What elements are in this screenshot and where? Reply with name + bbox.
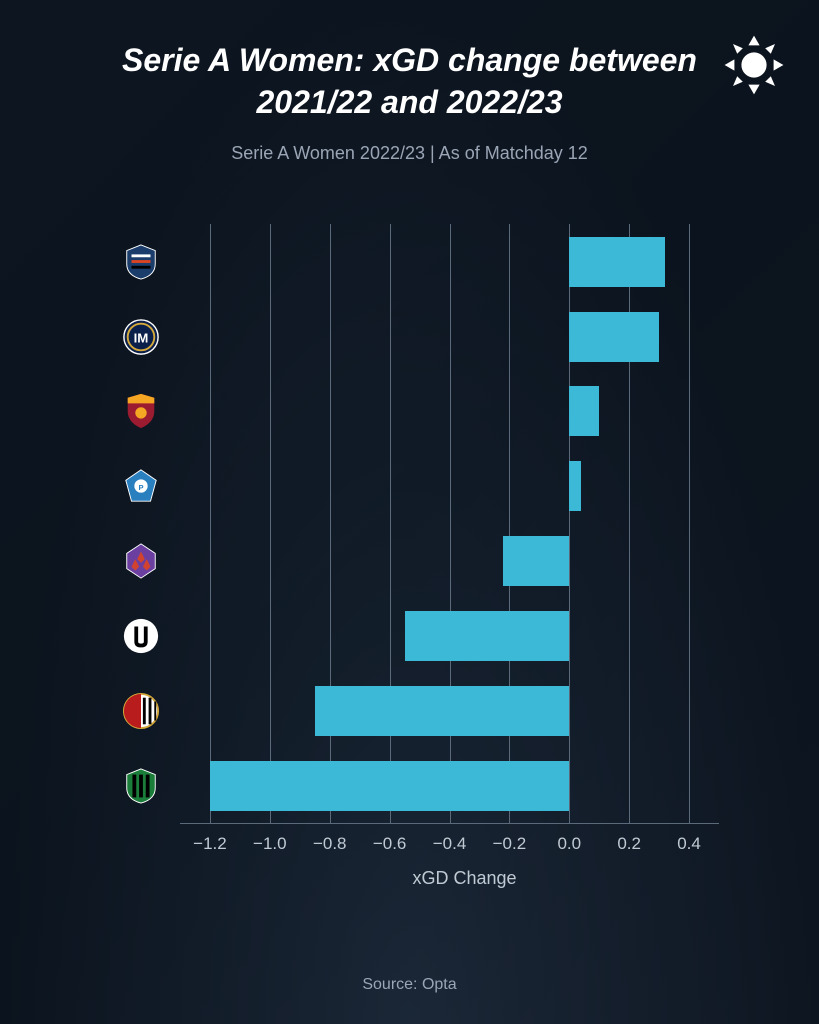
- header: Serie A Women: xGD change between 2021/2…: [30, 40, 789, 164]
- x-tick-label: −0.2: [493, 834, 527, 854]
- team-crest-icon: P: [120, 465, 162, 507]
- x-tick-label: −1.0: [253, 834, 287, 854]
- x-tick-label: −0.4: [433, 834, 467, 854]
- chart-title: Serie A Women: xGD change between 2021/2…: [30, 40, 789, 123]
- brand-logo-icon: [719, 30, 789, 100]
- svg-text:P: P: [138, 483, 143, 492]
- gridline: [210, 224, 211, 823]
- team-crest-icon: [120, 615, 162, 657]
- team-crest-icon: [120, 241, 162, 283]
- bar: [210, 761, 569, 811]
- bar: [569, 461, 581, 511]
- source-text: Source: Opta: [30, 976, 789, 1004]
- chart-container: xGD Change −1.2 −1.0 −0.8 −0.6 −0.4 −0.2 0.0 0.…: [90, 214, 749, 956]
- x-tick-label: 0.0: [557, 834, 581, 854]
- chart-subtitle: Serie A Women 2022/23 | As of Matchday 1…: [30, 143, 789, 164]
- x-tick-label: 0.4: [677, 834, 701, 854]
- x-axis-label: xGD Change: [412, 868, 516, 889]
- bar: [569, 312, 659, 362]
- team-crest-icon: IM: [120, 316, 162, 358]
- svg-text:IM: IM: [134, 330, 149, 345]
- gridline: [270, 224, 271, 823]
- plot-area: [180, 224, 719, 824]
- team-crest-icon: [120, 390, 162, 432]
- x-tick-label: −0.6: [373, 834, 407, 854]
- team-crest-icon: [120, 540, 162, 582]
- bar: [405, 611, 570, 661]
- x-tick-label: −1.2: [193, 834, 227, 854]
- team-crest-icon: [120, 690, 162, 732]
- bar: [315, 686, 570, 736]
- team-crest-icon: [120, 765, 162, 807]
- bar: [569, 386, 599, 436]
- gridline: [689, 224, 690, 823]
- bar: [569, 237, 665, 287]
- x-tick-label: 0.2: [617, 834, 641, 854]
- bar: [503, 536, 569, 586]
- bar-chart: xGD Change −1.2 −1.0 −0.8 −0.6 −0.4 −0.2 0.0 0.…: [90, 214, 749, 894]
- content-wrapper: Serie A Women: xGD change between 2021/2…: [0, 0, 819, 1024]
- x-tick-label: −0.8: [313, 834, 347, 854]
